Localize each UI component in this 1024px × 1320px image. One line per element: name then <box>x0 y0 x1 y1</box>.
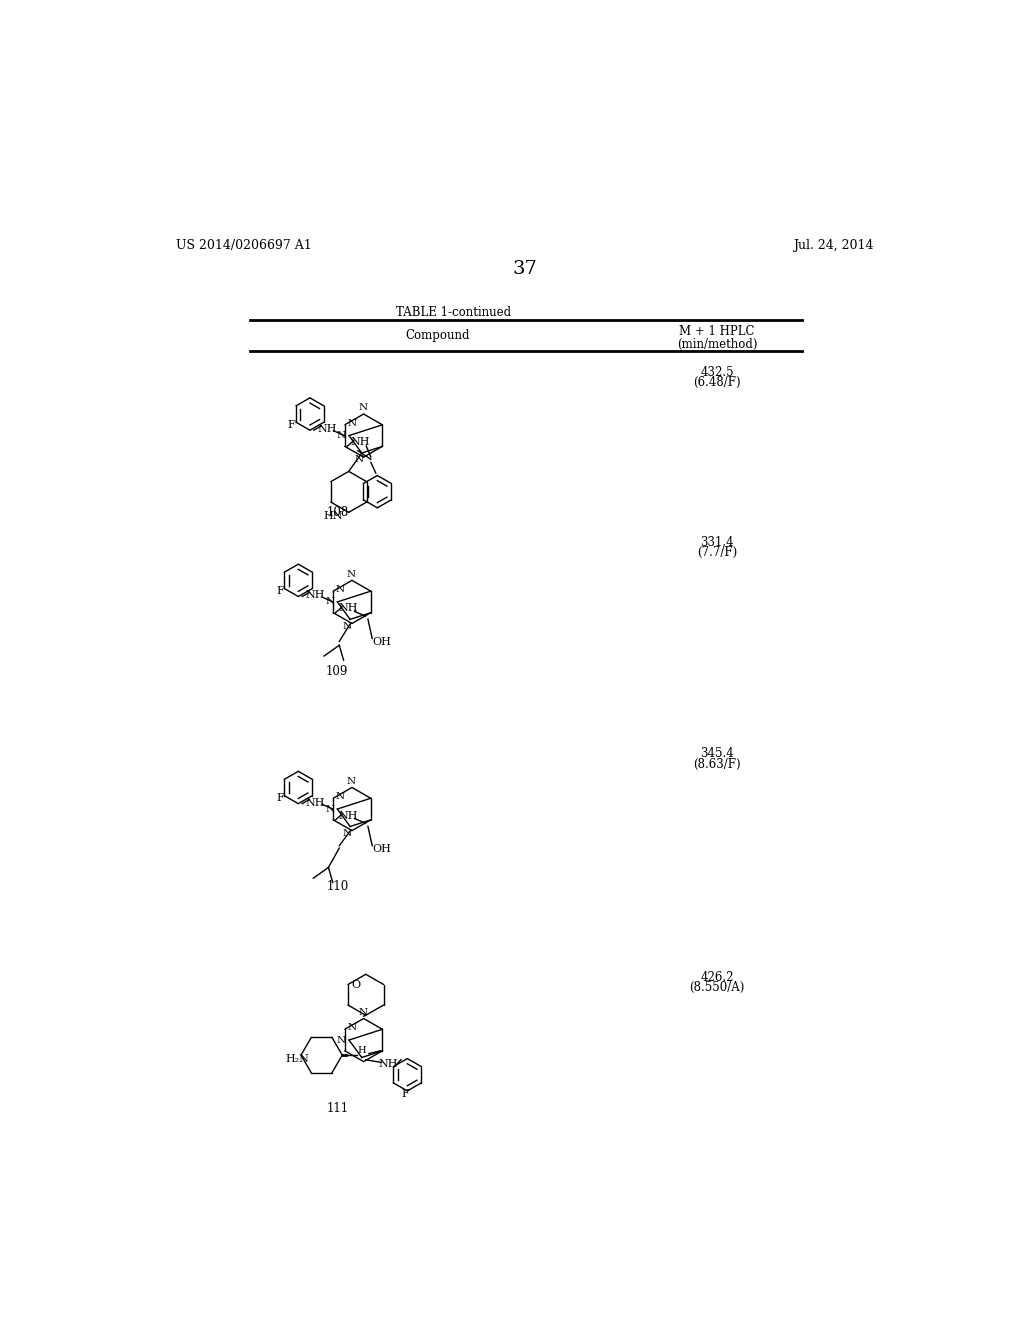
Text: O: O <box>351 979 360 990</box>
Text: H: H <box>357 1045 367 1055</box>
Text: M + 1 HPLC: M + 1 HPLC <box>679 326 755 338</box>
Text: (7.7/F): (7.7/F) <box>697 545 737 558</box>
Text: HN: HN <box>324 511 343 521</box>
Text: 109: 109 <box>326 665 348 678</box>
Text: NH: NH <box>339 603 358 614</box>
Text: NH: NH <box>339 810 358 821</box>
Text: Jul. 24, 2014: Jul. 24, 2014 <box>793 239 873 252</box>
Text: 345.4: 345.4 <box>700 747 734 760</box>
Text: (8.550/A): (8.550/A) <box>689 981 744 994</box>
Text: N: N <box>325 805 334 813</box>
Text: N: N <box>337 432 346 440</box>
Text: NH: NH <box>350 437 370 447</box>
Text: F: F <box>401 1089 409 1100</box>
Text: N: N <box>325 598 334 606</box>
Text: NH: NH <box>306 797 326 808</box>
Text: NH: NH <box>317 424 337 434</box>
Text: Compound: Compound <box>406 330 470 342</box>
Text: N: N <box>336 792 345 801</box>
Text: N: N <box>342 622 351 631</box>
Text: 432.5: 432.5 <box>700 367 734 379</box>
Text: (8.63/F): (8.63/F) <box>693 758 740 771</box>
Text: H₂N: H₂N <box>286 1055 309 1064</box>
Text: N: N <box>347 418 356 428</box>
Text: OH: OH <box>372 636 391 647</box>
Text: N: N <box>354 455 364 465</box>
Text: 108: 108 <box>326 507 348 520</box>
Text: (6.48/F): (6.48/F) <box>693 376 740 389</box>
Text: 110: 110 <box>326 880 348 892</box>
Text: NH: NH <box>306 590 326 601</box>
Text: N: N <box>358 404 368 412</box>
Text: N: N <box>358 1008 368 1016</box>
Text: OH: OH <box>372 843 391 854</box>
Text: N: N <box>342 829 351 838</box>
Text: F: F <box>288 420 295 430</box>
Text: F: F <box>276 793 284 804</box>
Text: 426.2: 426.2 <box>700 970 734 983</box>
Text: N: N <box>347 570 355 578</box>
Text: N: N <box>336 585 345 594</box>
Text: NH: NH <box>378 1059 397 1069</box>
Text: (min/method): (min/method) <box>677 338 758 351</box>
Text: N: N <box>337 1036 346 1044</box>
Text: N: N <box>347 1023 356 1032</box>
Text: 111: 111 <box>327 1102 348 1114</box>
Text: TABLE 1-continued: TABLE 1-continued <box>396 306 511 319</box>
Text: N: N <box>347 777 355 785</box>
Text: 331.4: 331.4 <box>700 536 734 549</box>
Text: US 2014/0206697 A1: US 2014/0206697 A1 <box>176 239 311 252</box>
Text: F: F <box>276 586 284 597</box>
Text: 37: 37 <box>512 260 538 279</box>
